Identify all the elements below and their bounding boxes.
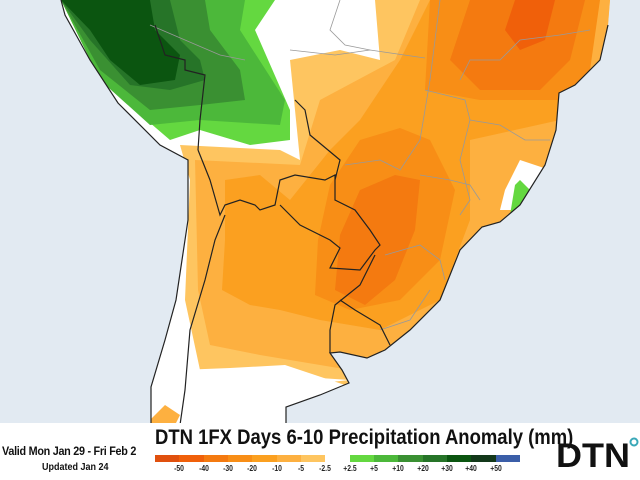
legend-tick-label: +50 — [489, 464, 502, 473]
legend-swatch — [373, 455, 399, 462]
legend-swatch — [325, 455, 350, 462]
region-dry-30 — [335, 0, 585, 305]
legend-tick-label: -20 — [247, 464, 258, 473]
map-footer: Valid Mon Jan 29 - Fri Feb 2 Updated Jan… — [0, 423, 640, 480]
legend-swatch — [276, 455, 301, 462]
precipitation-anomaly-map — [0, 0, 640, 425]
legend-tick-label: +30 — [441, 464, 453, 473]
legend-swatch — [349, 455, 374, 462]
region-dry-south-tip — [150, 405, 180, 425]
country-borders — [60, 0, 609, 425]
legend-swatch — [495, 455, 520, 462]
legend-swatch — [252, 455, 277, 462]
svg-text:DTN: DTN — [556, 437, 630, 473]
legend-swatch — [227, 455, 253, 462]
legend-swatch — [422, 455, 447, 462]
legend-swatch — [155, 455, 180, 462]
legend-tick-label: +20 — [416, 464, 429, 473]
valid-period: Valid Mon Jan 29 - Fri Feb 2 — [2, 444, 137, 458]
legend-swatch — [300, 455, 326, 462]
legend-swatch — [203, 455, 228, 462]
region-wet-40 — [61, 0, 180, 85]
legend-tick-label: +40 — [465, 464, 478, 473]
legend-colorbar — [155, 455, 520, 462]
legend-tick-label: -40 — [198, 464, 209, 473]
legend-swatch — [179, 455, 204, 462]
legend-tick-label: -50 — [174, 464, 185, 473]
map-title: DTN 1FX Days 6-10 Precipitation Anomaly … — [155, 426, 574, 449]
legend-tick-label: +10 — [392, 464, 405, 473]
legend-tick-label: -5 — [297, 464, 305, 473]
legend-swatch — [446, 455, 472, 462]
legend-tick-label: -10 — [271, 464, 282, 473]
legend-swatch — [398, 455, 423, 462]
dtn-logo: DTN — [556, 437, 639, 473]
legend-swatch — [471, 455, 496, 462]
state-borders — [149, 0, 591, 331]
legend-tick-label: -30 — [223, 464, 233, 473]
legend-tick-label: -2.5 — [319, 464, 332, 473]
legend-tick-label: +5 — [370, 464, 378, 473]
updated-date: Updated Jan 24 — [42, 462, 109, 473]
legend-tick-label: +2.5 — [342, 464, 357, 473]
legend-ticks: -50 -40 -30 -20 -10 -5 -2.5 +2.5 +5 +10 +20 +30 +40 +… — [155, 464, 520, 474]
